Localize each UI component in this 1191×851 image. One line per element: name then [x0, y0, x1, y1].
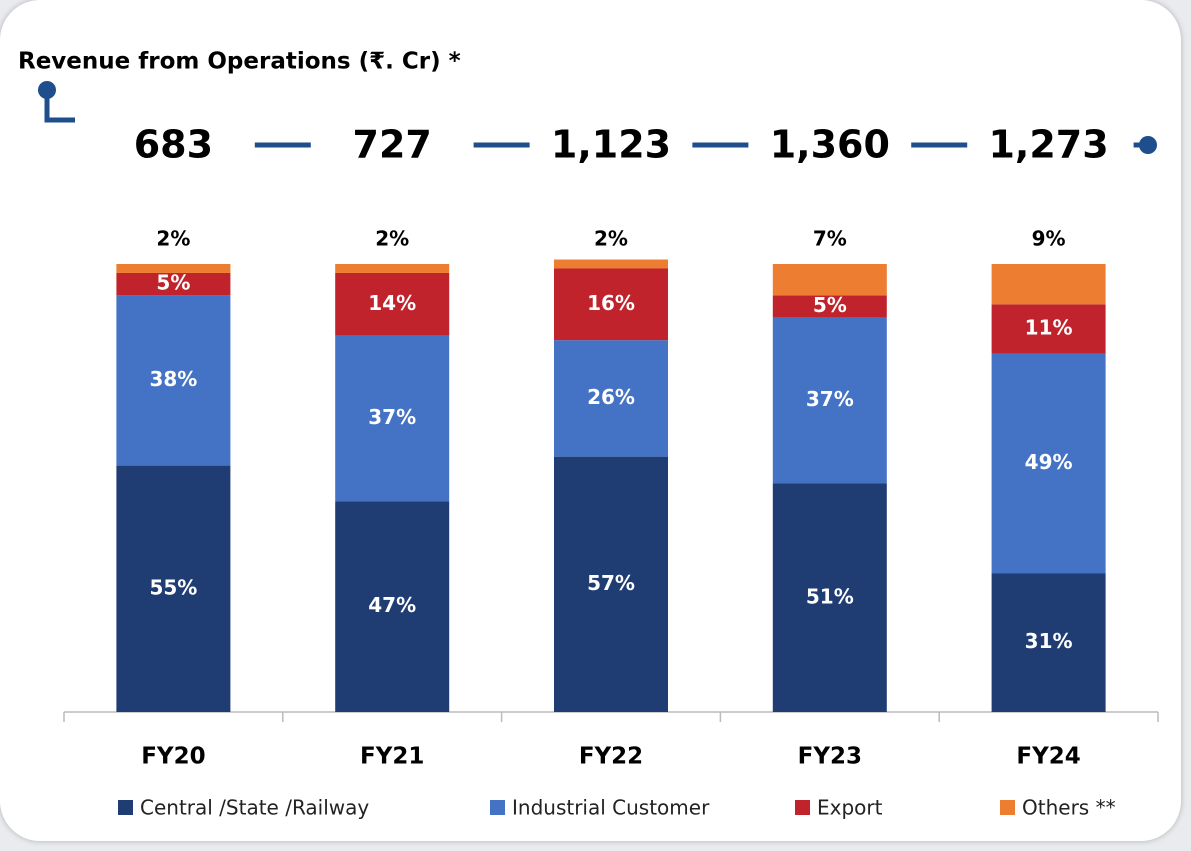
x-tick-label: FY20: [141, 744, 205, 770]
legend-swatch: [795, 800, 810, 815]
bar-segment: [335, 335, 450, 502]
data-label: 16%: [587, 291, 635, 315]
bar-segment: [116, 465, 231, 712]
bar-segment: [554, 259, 668, 269]
data-label: 5%: [813, 293, 847, 317]
data-label: 38%: [149, 367, 197, 391]
chart-title: Revenue from Operations (₹. Cr) *: [18, 49, 461, 75]
bar-segment: [116, 264, 231, 273]
x-tick-label: FY23: [798, 744, 862, 770]
legend-label: Industrial Customer: [512, 796, 710, 820]
bar-segment: [991, 264, 1106, 305]
x-tick-label: FY24: [1016, 744, 1080, 770]
data-label: 57%: [587, 571, 635, 595]
data-label: 37%: [806, 387, 854, 411]
bar-segment: [772, 264, 887, 296]
data-label: 2%: [156, 227, 190, 251]
bar-segment: [772, 295, 887, 318]
data-label: 5%: [156, 271, 190, 295]
revenue-label: 727: [353, 123, 432, 167]
x-tick-label: FY22: [579, 744, 643, 770]
timeline-dot: [38, 81, 56, 99]
bar-segment: [554, 340, 668, 457]
data-label: 47%: [368, 593, 416, 617]
legend-swatch: [1000, 800, 1015, 815]
data-label: 7%: [813, 227, 847, 251]
data-label: 14%: [368, 291, 416, 315]
legend-label: Export: [817, 796, 883, 820]
timeline-connector: [44, 90, 75, 123]
data-label: 51%: [806, 584, 854, 608]
revenue-label: 1,360: [770, 123, 890, 167]
legend-swatch: [490, 800, 505, 815]
legend-label: Others **: [1022, 796, 1116, 820]
data-label: 31%: [1025, 629, 1073, 653]
bar-segment: [554, 456, 668, 712]
bar-segment: [335, 501, 450, 712]
revenue-label: 1,273: [988, 123, 1108, 167]
timeline-dot: [1139, 136, 1157, 154]
bar-segment: [554, 268, 668, 341]
bar-segment: [991, 353, 1106, 574]
data-label: 26%: [587, 385, 635, 409]
bar-segment: [116, 272, 231, 296]
data-label: 55%: [149, 575, 197, 599]
bar-segment: [991, 573, 1106, 712]
bar-segment: [335, 264, 450, 273]
data-label: 2%: [375, 227, 409, 251]
revenue-label: 1,123: [551, 123, 671, 167]
legend-label: Central /State /Railway: [140, 796, 369, 820]
revenue-label: 683: [134, 123, 213, 167]
x-tick-label: FY21: [360, 744, 424, 770]
bar-segment: [116, 295, 231, 466]
bar-segment: [991, 304, 1106, 354]
legend-swatch: [118, 800, 133, 815]
data-label: 11%: [1025, 315, 1073, 339]
data-label: 2%: [594, 227, 628, 251]
bar-segment: [335, 272, 450, 336]
bar-segment: [772, 483, 887, 712]
data-label: 49%: [1025, 450, 1073, 474]
data-label: 37%: [368, 405, 416, 429]
data-label: 9%: [1032, 227, 1066, 251]
bar-segment: [772, 317, 887, 484]
